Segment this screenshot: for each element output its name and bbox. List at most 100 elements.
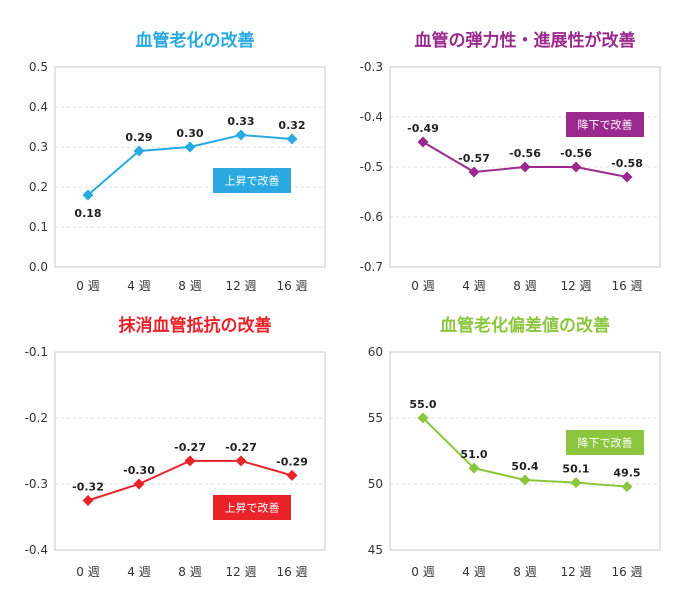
x-tick-label: 4 週 xyxy=(462,565,485,579)
data-label: -0.56 xyxy=(509,147,541,160)
y-tick-label: -0.1 xyxy=(25,345,48,359)
y-tick-label: -0.7 xyxy=(360,260,383,274)
improvement-badge xyxy=(213,168,291,193)
data-label: -0.57 xyxy=(458,152,490,165)
improvement-badge xyxy=(566,430,644,455)
y-tick-label: 45 xyxy=(368,543,383,557)
data-label: 55.0 xyxy=(409,398,436,411)
data-point xyxy=(570,161,582,173)
y-tick-label: 0.1 xyxy=(29,220,48,234)
x-tick-label: 8 週 xyxy=(513,565,536,579)
chart-3: -0.1 -0.2 -0.3 -0.4 0 週 4 週 8 週 12 週 16 週 -0.32 -0… xyxy=(25,345,326,579)
x-tick-label: 4 週 xyxy=(127,279,150,293)
x-tick-label: 4 週 xyxy=(127,565,150,579)
data-label: 50.4 xyxy=(511,460,538,473)
x-tick-label: 4 週 xyxy=(462,279,485,293)
y-tick-label: -0.4 xyxy=(25,543,48,557)
y-tick-label: -0.3 xyxy=(25,477,48,491)
x-tick-label: 8 週 xyxy=(178,279,201,293)
data-label: 0.32 xyxy=(278,119,305,132)
y-tick-label: 0.4 xyxy=(29,100,48,114)
data-point xyxy=(468,166,480,178)
data-point xyxy=(184,455,196,467)
chart-title: 血管の弾力性・進展性が改善 xyxy=(414,31,636,51)
chart-4: 60 55 50 45 0 週 4 週 8 週 12 週 16 週 55.0 51.0 50.4 50.… xyxy=(368,345,661,579)
x-tick-label: 8 週 xyxy=(178,565,201,579)
improvement-badge-text: 降下で改善 xyxy=(578,436,633,450)
y-tick-label: 0.3 xyxy=(29,140,48,154)
x-tick-label: 16 週 xyxy=(276,565,307,579)
y-tick-label: 50 xyxy=(368,477,383,491)
y-tick-label: -0.5 xyxy=(360,160,383,174)
data-label: 0.18 xyxy=(74,207,101,220)
data-point xyxy=(468,462,480,474)
data-label: 0.33 xyxy=(227,115,254,128)
improvement-badge-text: 上昇で改善 xyxy=(225,174,280,188)
improvement-badge xyxy=(213,495,291,520)
data-label: -0.30 xyxy=(123,464,155,477)
data-point xyxy=(519,161,531,173)
data-point xyxy=(133,478,145,490)
chart-2: -0.3 -0.4 -0.5 -0.6 -0.7 0 週 4 週 8 週 12 週 16 週 -0.… xyxy=(360,60,661,293)
chart-title: 抹消血管抵抗の改善 xyxy=(118,316,272,336)
data-point xyxy=(417,412,429,424)
x-tick-label: 16 週 xyxy=(611,565,642,579)
x-tick-label: 12 週 xyxy=(560,279,591,293)
y-tick-label: -0.2 xyxy=(25,411,48,425)
x-tick-label: 8 週 xyxy=(513,279,536,293)
data-point xyxy=(235,129,247,141)
x-tick-label: 0 週 xyxy=(76,565,99,579)
data-point xyxy=(286,469,298,481)
improvement-badge-text: 降下で改善 xyxy=(578,118,633,132)
chart-title: 血管老化偏差値の改善 xyxy=(440,316,610,336)
plot-frame xyxy=(389,351,661,551)
data-label: -0.58 xyxy=(611,157,643,170)
y-tick-label: 0.2 xyxy=(29,180,48,194)
y-tick-label: -0.4 xyxy=(360,110,383,124)
improvement-badge-text: 上昇で改善 xyxy=(225,501,280,515)
data-point xyxy=(82,495,94,506)
x-tick-label: 16 週 xyxy=(611,279,642,293)
x-tick-label: 12 週 xyxy=(560,565,591,579)
data-point xyxy=(621,481,633,493)
data-point xyxy=(570,477,582,489)
y-tick-label: 0.0 xyxy=(29,260,48,274)
x-tick-label: 0 週 xyxy=(411,565,434,579)
y-tick-label: 60 xyxy=(368,345,383,359)
y-tick-label: 55 xyxy=(368,411,383,425)
data-point xyxy=(621,171,633,183)
x-tick-label: 12 週 xyxy=(225,565,256,579)
data-label: -0.27 xyxy=(174,441,206,454)
data-label: -0.49 xyxy=(407,122,439,135)
y-tick-label: -0.6 xyxy=(360,210,383,224)
plot-frame xyxy=(54,66,326,268)
data-label: 50.1 xyxy=(562,463,589,476)
data-point xyxy=(235,455,247,467)
improvement-badge xyxy=(566,112,644,137)
x-tick-label: 0 週 xyxy=(411,279,434,293)
chart-1: 0.5 0.4 0.3 0.2 0.1 0.0 0 週 4 週 8 週 12 週 16 週 0.18 0… xyxy=(29,60,326,293)
data-point xyxy=(417,136,429,148)
data-point xyxy=(184,141,196,153)
x-tick-label: 0 週 xyxy=(76,279,99,293)
data-label: -0.56 xyxy=(560,147,592,160)
y-tick-label: -0.3 xyxy=(360,60,383,74)
data-label: 0.29 xyxy=(125,131,152,144)
data-label: 0.30 xyxy=(176,127,203,140)
data-point xyxy=(82,189,94,201)
x-tick-label: 12 週 xyxy=(225,279,256,293)
data-label: 51.0 xyxy=(460,448,487,461)
plot-frame xyxy=(54,351,326,551)
data-label: 49.5 xyxy=(613,467,640,480)
data-point xyxy=(286,133,298,145)
data-point xyxy=(133,145,145,157)
data-label: -0.27 xyxy=(225,441,257,454)
data-point xyxy=(519,474,531,486)
series-line xyxy=(87,459,293,502)
chart-title: 血管老化の改善 xyxy=(135,31,255,51)
y-tick-label: 0.5 xyxy=(29,60,48,74)
x-tick-label: 16 週 xyxy=(276,279,307,293)
data-label: -0.32 xyxy=(72,481,104,494)
data-label: -0.29 xyxy=(276,455,308,468)
